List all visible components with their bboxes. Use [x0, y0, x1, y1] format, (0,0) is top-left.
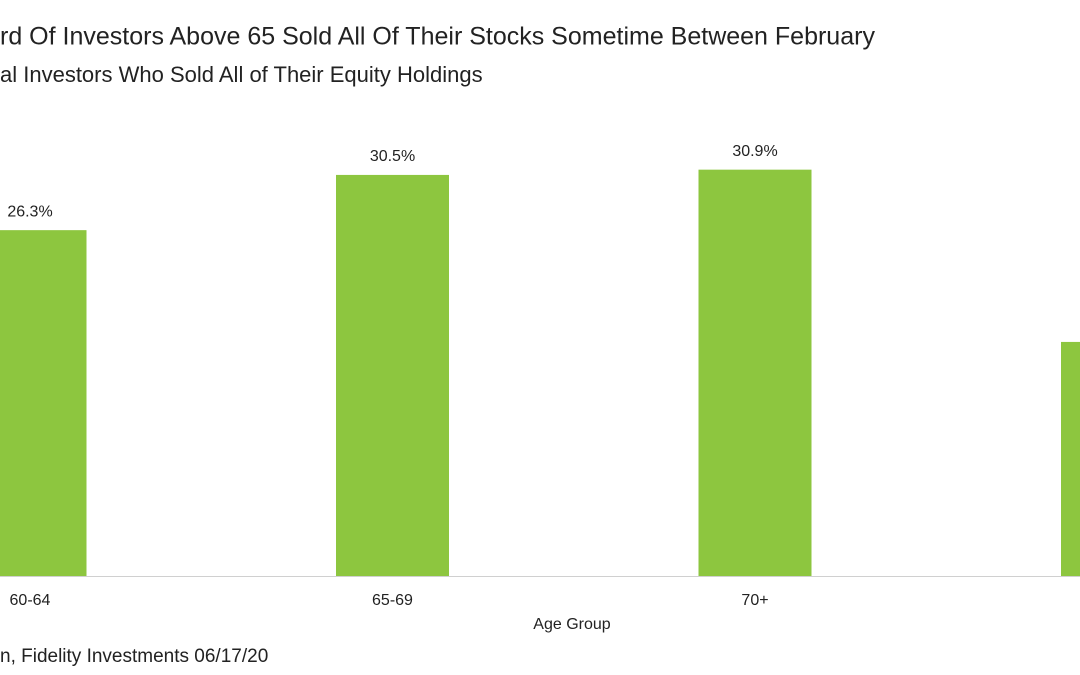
x-tick-label: 65-69 — [372, 592, 413, 609]
x-tick-label: 60-64 — [10, 592, 51, 609]
bar — [0, 230, 87, 576]
bar — [336, 174, 449, 577]
value-label: 30.9% — [732, 143, 777, 160]
bar — [698, 169, 812, 577]
source-note: n, Fidelity Investments 06/17/20 — [0, 646, 268, 667]
x-axis-label: Age Group — [533, 616, 610, 633]
x-tick-label: 70+ — [741, 592, 768, 609]
value-label: 30.5% — [370, 148, 415, 165]
chart-title: rd Of Investors Above 65 Sold All Of The… — [0, 23, 875, 51]
bar — [1061, 341, 1080, 576]
value-label: 26.3% — [7, 203, 52, 220]
chart-subtitle: al Investors Who Sold All of Their Equit… — [0, 62, 483, 87]
